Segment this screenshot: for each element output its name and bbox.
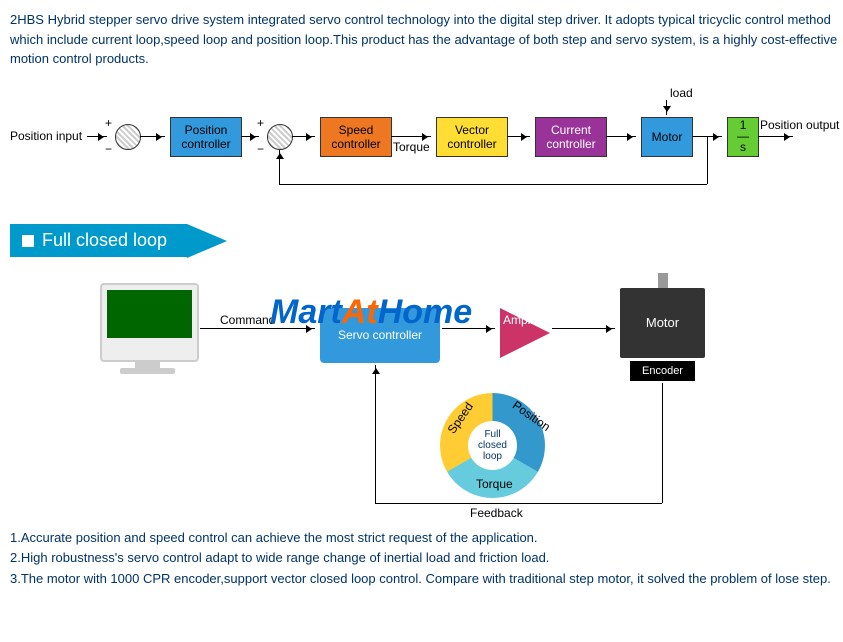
torque-label: Torque [476, 477, 513, 491]
feedback-arrow [279, 150, 280, 184]
amplifier-label: Amplifier [503, 313, 550, 327]
command-arrow [200, 328, 315, 329]
control-loop-diagram: Position input + − Position controller +… [10, 84, 843, 204]
feature-item-1: 1.Accurate position and speed control ca… [10, 528, 843, 549]
arrow [391, 136, 431, 137]
section-header: Full closed loop [10, 224, 843, 258]
closed-loop-diagram: Command Servo controller Amplifier Motor… [10, 273, 843, 513]
arrow [140, 136, 165, 137]
feature-item-3: 3.The motor with 1000 CPR encoder,suppor… [10, 569, 843, 590]
motor-block-2: Motor [620, 288, 705, 358]
summing-junction-1 [115, 124, 141, 150]
encoder-block: Encoder [630, 361, 695, 381]
position-controller-block: Position controller [170, 117, 242, 157]
summing-junction-2 [267, 124, 293, 150]
motor-shaft [658, 273, 668, 288]
minus-sign: − [105, 142, 112, 156]
feedback-line [279, 184, 707, 185]
position-output-label: Position output [760, 118, 839, 132]
torque-label: Torque [393, 140, 430, 154]
vector-controller-block: Vector controller [436, 117, 508, 157]
servo-controller-block: Servo controller [320, 308, 440, 363]
feedback-arrow [375, 365, 376, 503]
plus-sign: + [257, 116, 264, 130]
minus-sign: − [257, 142, 264, 156]
load-arrow [666, 100, 667, 115]
computer-monitor [100, 283, 199, 362]
intro-text: 2HBS Hybrid stepper servo drive system i… [10, 10, 843, 69]
header-tail [187, 224, 227, 258]
arrow [87, 136, 107, 137]
speed-controller-block: Speed controller [320, 117, 392, 157]
plus-sign: + [105, 116, 112, 130]
motor-block: Motor [641, 117, 693, 157]
arrow [292, 136, 315, 137]
load-label: load [670, 86, 693, 100]
arrow [442, 328, 495, 329]
section-title: Full closed loop [42, 230, 167, 251]
feedback-line [662, 383, 663, 503]
feedback-label: Feedback [470, 506, 523, 520]
arrow [241, 136, 259, 137]
donut-center-text: Full closed loop [478, 429, 507, 462]
donut-center: Full closed loop [468, 421, 517, 470]
arrow [552, 328, 615, 329]
monitor-base [120, 368, 175, 374]
command-label: Command [220, 313, 275, 327]
arrow [507, 136, 530, 137]
integrator-block: 1 — s [727, 117, 759, 157]
feature-list: 1.Accurate position and speed control ca… [10, 528, 843, 590]
header-square-icon [22, 235, 34, 247]
feedback-line [375, 503, 662, 504]
section-title-box: Full closed loop [10, 224, 187, 257]
current-controller-block: Current controller [535, 117, 607, 157]
feature-item-2: 2.High robustness's servo control adapt … [10, 548, 843, 569]
position-input-label: Position input [10, 129, 82, 143]
arrow [758, 136, 793, 137]
monitor-screen [107, 290, 192, 338]
feedback-line [707, 136, 708, 184]
arrow [606, 136, 636, 137]
